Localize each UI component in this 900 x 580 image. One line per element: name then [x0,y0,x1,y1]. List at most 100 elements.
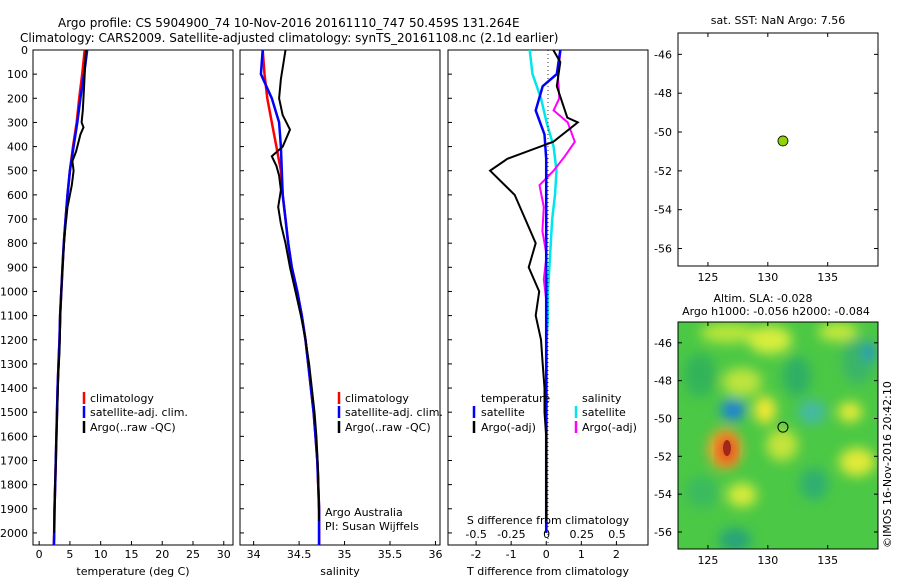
x-tick-label: 36 [428,548,442,561]
depth-tick-label: 900 [7,261,28,274]
difference-x-axis: -2 -1 0 1 2 -0.5 -0.25 0 0.25 0.5 [465,528,625,561]
salinity-lines [259,49,321,545]
map-y-tick-label: -56 [654,243,672,256]
s-tick-label: -0.5 [465,528,486,541]
map-y-tick-label: -54 [654,204,672,217]
float-position-ring [777,421,789,433]
s-tick-label: -0.25 [497,528,525,541]
x-tick-label: 25 [186,548,200,561]
series-line-climatology [261,49,321,545]
depth-tick-label: 100 [7,68,28,81]
x-tick-label: 15 [124,548,138,561]
x-tick-label: 30 [217,548,231,561]
x-tick-label: 2 [613,548,620,561]
depth-tick-label: 1000 [0,285,28,298]
map-y-tick-label: -48 [654,375,672,388]
map-x-tick-label: 130 [757,271,778,284]
x-tick-label: -2 [471,548,482,561]
depth-tick-label: 1700 [0,454,28,467]
map-y-tick-label: -46 [654,48,672,61]
s-tick-label: 0.5 [608,528,626,541]
x-tick-label: 35 [338,548,352,561]
legend-title-temperature: temperature [481,392,550,405]
salinity-xlabel: salinity [320,565,360,578]
map-y-tick-label: -52 [654,450,672,463]
depth-tick-label: 1500 [0,406,28,419]
temperature-legend: climatology satellite-adj. clim. Argo(..… [82,392,188,434]
x-tick-label: 5 [66,548,73,561]
depth-tick-label: 300 [7,116,28,129]
series-line-satellite [528,49,558,533]
map-x-tick-label: 125 [697,271,718,284]
map-y-tick-label: -52 [654,165,672,178]
salinity-panel [239,49,441,546]
pi-note: PI: Susan Wijffels [325,520,419,533]
depth-tick-label: 1400 [0,382,28,395]
map-y-tick-label: -46 [654,337,672,350]
legend-label-satellite: satellite-adj. clim. [345,406,443,419]
argo-australia-note: Argo Australia [325,506,403,519]
temperature-panel [32,49,234,546]
imos-watermark: ©IMOS 16-Nov-2016 20:42:10 [881,381,894,548]
sst-map [677,32,879,267]
series-line-argo-raw-qc- [270,49,321,521]
float-position-marker [777,135,789,147]
x-tick-label: -1 [506,548,517,561]
sla-map-title2: Argo h1000: -0.056 h2000: -0.084 [682,305,870,318]
map-x-tick-label: 125 [697,554,718,567]
map-x-tick-label: 130 [757,554,778,567]
x-tick-label: 20 [155,548,169,561]
difference-lines [488,49,580,533]
series-line-argo-adj- [488,49,580,521]
depth-tick-label: 800 [7,237,28,250]
series-line-satellite-adj-clim- [259,49,321,545]
map-y-tick-label: -54 [654,488,672,501]
sla-map-title1: Altim. SLA: -0.028 [713,292,812,305]
x-tick-label: 0 [36,548,43,561]
depth-tick-label: 1200 [0,334,28,347]
map-x-tick-label: 135 [817,271,838,284]
series-line-argo-adj- [538,49,576,437]
depth-tick-label: 1300 [0,358,28,371]
s-tick-label: 0 [543,528,550,541]
depth-tick-label: 1800 [0,479,28,492]
legend-label-argo: Argo(..raw -QC) [90,421,176,434]
sst-map-title: sat. SST: NaN Argo: 7.56 [711,14,845,27]
legend-label-s-satellite: satellite [582,406,626,419]
legend-label-satellite: satellite-adj. clim. [90,406,188,419]
temperature-x-axis: 0 5 10 15 20 25 30 [36,541,231,561]
series-line-climatology [52,49,86,546]
temperature-xlabel: temperature (deg C) [76,565,189,578]
depth-tick-label: 1900 [0,503,28,516]
temperature-lines [52,49,89,546]
series-line-argo-raw-qc- [53,49,87,533]
depth-tick-label: 2000 [0,527,28,540]
x-tick-label: 34 [247,548,261,561]
sla-map-axes: -46 -48 -50 -52 -54 -56 125 130 135 [654,322,878,567]
title-line2: Climatology: CARS2009. Satellite-adjuste… [20,31,558,45]
map-y-tick-label: -56 [654,526,672,539]
depth-tick-label: 0 [21,44,28,57]
depth-tick-label: 1100 [0,310,28,323]
x-tick-label: 10 [94,548,108,561]
legend-label-s-argo: Argo(-adj) [582,421,637,434]
legend-label-climatology: climatology [90,392,154,405]
x-tick-label: 0 [543,548,550,561]
sst-map-axes: -46 -48 -50 -52 -54 -56 125 130 135 [654,33,878,284]
map-y-tick-label: -50 [654,126,672,139]
depth-tick-label: 400 [7,141,28,154]
legend-label-t-argo: Argo(-adj) [481,421,536,434]
depth-tick-label: 700 [7,213,28,226]
difference-top-label: S difference from climatology [467,514,630,527]
salinity-x-axis: 34 34.5 35 35.5 36 [247,541,442,561]
depth-axis: 0 100 200 300 400 500 600 700 800 900 1000 1100 1200… [0,44,452,540]
x-tick-label: 34.5 [287,548,312,561]
salinity-legend: climatology satellite-adj. clim. Argo(..… [337,392,443,434]
legend-label-t-satellite: satellite [481,406,525,419]
legend-title-salinity: salinity [582,392,622,405]
map-y-tick-label: -50 [654,412,672,425]
x-tick-label: 35.5 [378,548,403,561]
legend-label-argo: Argo(..raw -QC) [345,421,431,434]
depth-tick-label: 600 [7,189,28,202]
